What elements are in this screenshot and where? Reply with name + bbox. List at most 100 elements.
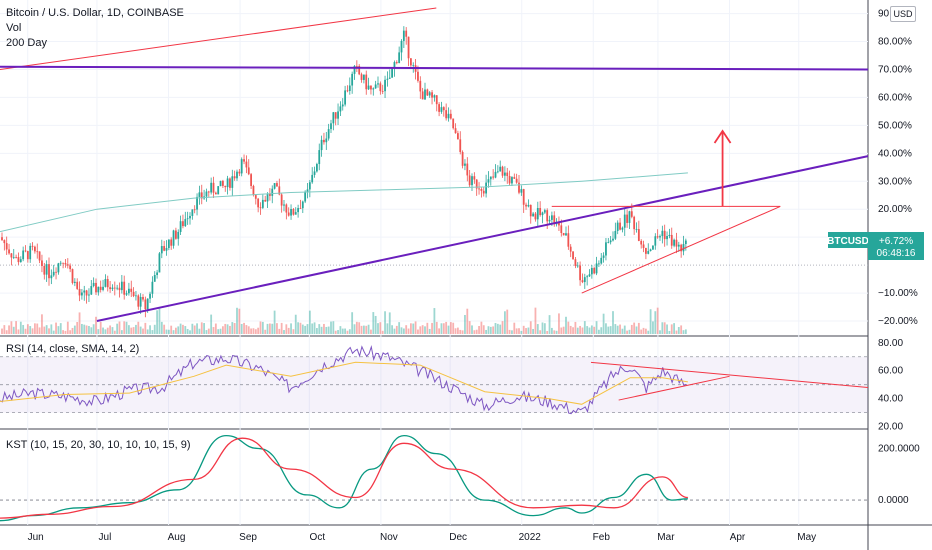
- candle-down: [569, 246, 572, 252]
- volume-bar: [38, 327, 41, 334]
- candle-up: [311, 174, 314, 183]
- candle-up: [128, 288, 130, 294]
- candle-down: [358, 65, 361, 75]
- candle-down: [137, 295, 140, 307]
- candle-down: [473, 176, 476, 180]
- volume-bar: [264, 329, 267, 334]
- price-tick-label: 80.00%: [878, 37, 912, 48]
- candle-up: [433, 95, 436, 98]
- candle-up: [612, 238, 614, 241]
- candle-up: [139, 296, 142, 307]
- candle-up: [226, 178, 229, 188]
- candle-down: [24, 250, 27, 252]
- candle-down: [560, 225, 563, 234]
- candle-down: [438, 104, 440, 112]
- price-tick-label: 50.00%: [878, 120, 912, 131]
- time-axis[interactable]: Jun Jul Aug Sep Oct Nov Dec 2022 Feb Mar Apr May: [28, 532, 817, 543]
- volume-bar: [534, 307, 537, 334]
- candle-up: [367, 85, 370, 90]
- candle-down: [431, 92, 433, 98]
- candle-down: [85, 290, 88, 296]
- volume-bar: [532, 328, 534, 334]
- candle-down: [675, 239, 678, 247]
- volume-bar: [97, 329, 100, 334]
- candle-up: [332, 112, 335, 124]
- volume-bar: [386, 323, 389, 334]
- volume-bar: [668, 330, 671, 334]
- candle-down: [3, 240, 6, 244]
- volume-bar: [466, 308, 469, 334]
- trend-lines[interactable]: [0, 7, 869, 323]
- candle-down: [539, 208, 542, 216]
- candle-down: [323, 139, 325, 143]
- candle-up: [543, 210, 546, 213]
- target-arrow-head: [713, 129, 732, 144]
- time-tick-label: Feb: [593, 532, 611, 543]
- candle-down: [457, 133, 459, 140]
- candle-down: [581, 280, 584, 283]
- volume-bar: [506, 309, 509, 334]
- volume-bar: [308, 310, 311, 334]
- candle-down: [130, 288, 133, 292]
- volume-bar: [428, 328, 431, 334]
- volume-bar: [372, 312, 375, 334]
- time-tick-label: Jul: [99, 532, 112, 543]
- candle-up: [363, 74, 365, 80]
- volume-bar: [405, 325, 408, 334]
- volume-legend[interactable]: Vol: [6, 22, 22, 34]
- candle-down: [379, 83, 382, 92]
- volume-bar: [440, 323, 443, 334]
- volume-bar: [499, 324, 502, 334]
- volume-bar: [229, 325, 231, 334]
- volume-bar: [104, 329, 107, 334]
- currency-badge[interactable]: USD: [890, 6, 916, 22]
- volume-bar: [196, 323, 198, 334]
- grid: [0, 0, 868, 525]
- candle-up: [464, 163, 466, 166]
- volume-bar: [66, 321, 69, 334]
- volume-bar: [313, 322, 316, 334]
- chart-legend: Bitcoin / U.S. Dollar, 1D, COINBASE Vol …: [6, 6, 184, 51]
- candle-up: [341, 104, 344, 107]
- candle-up: [402, 30, 405, 41]
- volume-bar: [226, 324, 229, 334]
- symbol-title[interactable]: Bitcoin / U.S. Dollar, 1D, COINBASE: [6, 7, 184, 19]
- price-tick-label: −20.00%: [878, 316, 918, 327]
- volume-bar: [588, 327, 591, 334]
- candle-up: [184, 219, 187, 227]
- volume-bar: [543, 323, 546, 334]
- candle-down: [200, 192, 203, 199]
- candle-up: [304, 191, 307, 202]
- candle-down: [95, 282, 97, 293]
- volume-bar: [393, 328, 396, 334]
- volume-bar: [29, 326, 32, 334]
- price-tick-label: 40.00%: [878, 148, 912, 159]
- volume-bar: [1, 328, 3, 334]
- ma-legend[interactable]: 200 Day: [6, 37, 47, 49]
- candle-down: [534, 213, 537, 220]
- candle-down: [193, 209, 196, 211]
- candle-down: [62, 262, 64, 264]
- volume-bar: [299, 322, 302, 334]
- volume-bar: [666, 324, 668, 334]
- volume-bar: [22, 324, 25, 334]
- volume-bar: [553, 330, 556, 334]
- candle-up: [344, 90, 346, 105]
- volume-bar: [203, 323, 205, 334]
- volume-bar: [475, 329, 478, 334]
- volume-bar: [156, 310, 158, 334]
- candle-down: [292, 208, 295, 215]
- candle-up: [320, 139, 323, 151]
- candle-up: [151, 281, 154, 294]
- volume-bar: [273, 310, 276, 334]
- volume-bar: [212, 327, 215, 334]
- volume-bar: [485, 329, 487, 334]
- volume-bar: [640, 329, 643, 334]
- volume-bar: [55, 322, 57, 334]
- price-axis[interactable]: 90 80.00% 70.00% 60.00% 50.00% 40.00% 30.00% 20…: [878, 9, 920, 506]
- candle-up: [301, 201, 304, 209]
- candle-down: [459, 139, 462, 152]
- candle-down: [66, 264, 69, 266]
- candle-down: [170, 239, 173, 246]
